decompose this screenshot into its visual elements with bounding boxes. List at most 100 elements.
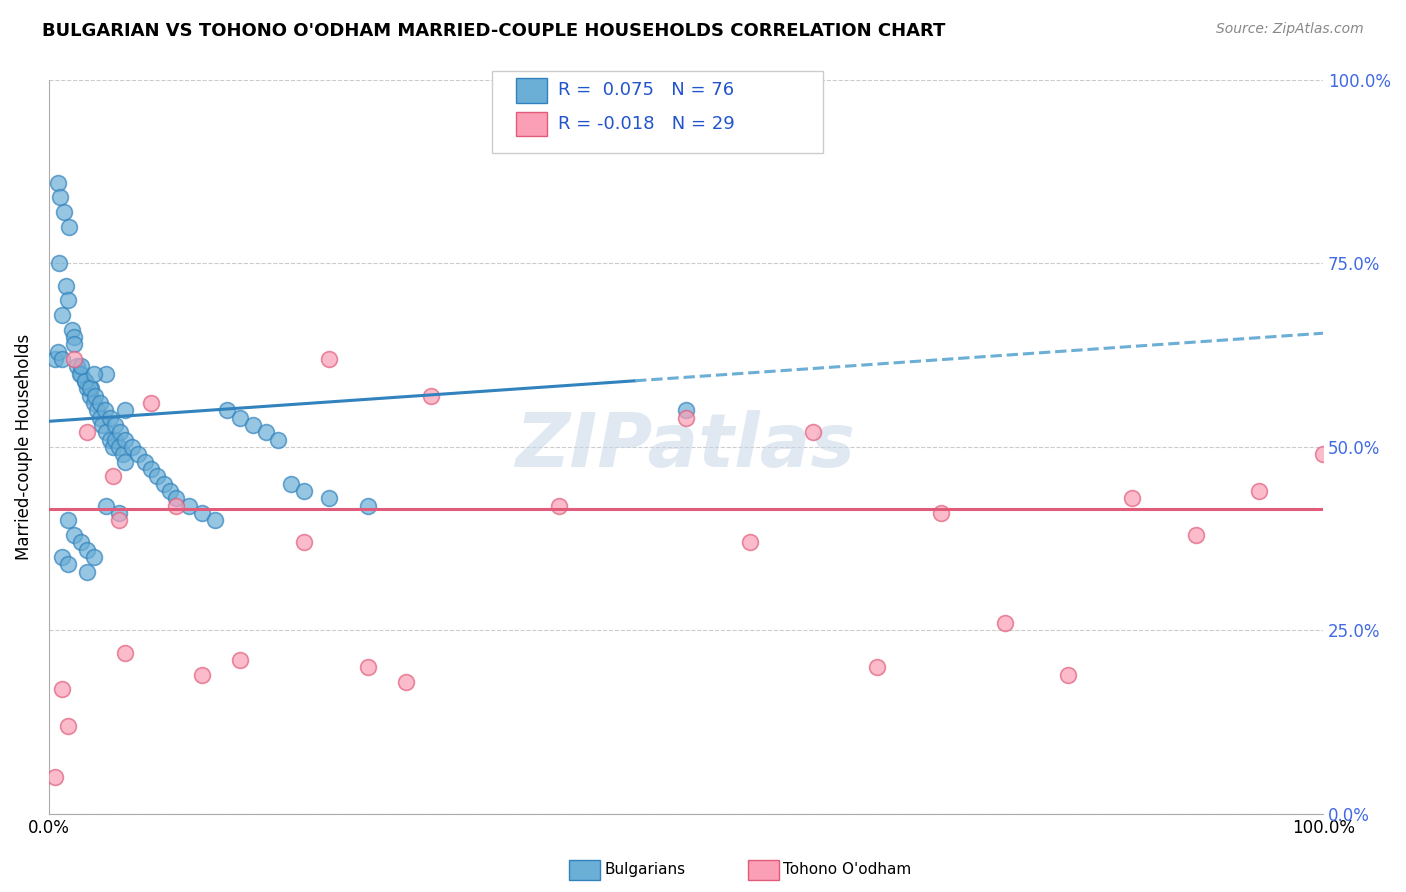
Point	[83, 367, 105, 381]
Point	[96, 425, 118, 440]
Point	[217, 403, 239, 417]
Point	[51, 682, 73, 697]
Point	[69, 359, 91, 374]
Point	[76, 542, 98, 557]
Point	[101, 469, 124, 483]
Point	[80, 381, 103, 395]
Point	[86, 403, 108, 417]
Point	[101, 440, 124, 454]
Point	[69, 367, 91, 381]
Point	[51, 351, 73, 366]
Point	[420, 389, 443, 403]
Point	[89, 396, 111, 410]
Point	[139, 462, 162, 476]
Text: Tohono O'odham: Tohono O'odham	[783, 863, 911, 877]
Point	[44, 770, 66, 784]
Point	[60, 322, 83, 336]
Point	[79, 389, 101, 403]
Point	[547, 499, 569, 513]
Point	[51, 308, 73, 322]
Point	[675, 410, 697, 425]
Point	[803, 425, 825, 440]
Point	[63, 351, 86, 366]
Point	[121, 440, 143, 454]
Point	[675, 403, 697, 417]
Point	[58, 219, 80, 234]
Text: ZIPatlas: ZIPatlas	[516, 410, 856, 483]
Point	[994, 616, 1017, 631]
Point	[91, 417, 114, 432]
Point	[56, 719, 79, 733]
Point	[1121, 491, 1143, 506]
Point	[127, 447, 149, 461]
Point	[267, 433, 290, 447]
Point	[229, 410, 252, 425]
Point	[114, 433, 136, 447]
Point	[152, 476, 174, 491]
Text: Source: ZipAtlas.com: Source: ZipAtlas.com	[1216, 22, 1364, 37]
Point	[139, 396, 162, 410]
Point	[56, 558, 79, 572]
Point	[191, 506, 214, 520]
Point	[179, 499, 201, 513]
Point	[46, 344, 69, 359]
Point	[63, 337, 86, 351]
Point	[94, 403, 117, 417]
Point	[356, 660, 378, 674]
Point	[83, 550, 105, 565]
Point	[146, 469, 169, 483]
Point	[254, 425, 277, 440]
Point	[1057, 667, 1080, 681]
Point	[134, 455, 156, 469]
Point	[318, 491, 340, 506]
Point	[159, 483, 181, 498]
Point	[49, 190, 72, 204]
Point	[1312, 447, 1334, 461]
Point	[318, 351, 340, 366]
Point	[51, 550, 73, 565]
Point	[104, 417, 127, 432]
Text: BULGARIAN VS TOHONO O'ODHAM MARRIED-COUPLE HOUSEHOLDS CORRELATION CHART: BULGARIAN VS TOHONO O'ODHAM MARRIED-COUP…	[42, 22, 946, 40]
Point	[63, 528, 86, 542]
Point	[114, 646, 136, 660]
Point	[108, 440, 131, 454]
Point	[98, 410, 121, 425]
Point	[44, 351, 66, 366]
Point	[55, 278, 77, 293]
Point	[292, 483, 315, 498]
Point	[63, 330, 86, 344]
Point	[108, 506, 131, 520]
Point	[280, 476, 302, 491]
Point	[48, 256, 70, 270]
Point	[76, 381, 98, 395]
Point	[76, 565, 98, 579]
Point	[98, 433, 121, 447]
Point	[356, 499, 378, 513]
Point	[1249, 483, 1271, 498]
Point	[204, 513, 226, 527]
Point	[191, 667, 214, 681]
Point	[738, 535, 761, 549]
Text: R =  0.075   N = 76: R = 0.075 N = 76	[558, 81, 734, 99]
Point	[83, 389, 105, 403]
Point	[69, 535, 91, 549]
Point	[79, 381, 101, 395]
Point	[229, 653, 252, 667]
Point	[56, 513, 79, 527]
Point	[104, 433, 127, 447]
Point	[866, 660, 889, 674]
Point	[395, 674, 418, 689]
Point	[165, 499, 187, 513]
Point	[56, 293, 79, 308]
Point	[165, 491, 187, 506]
Point	[114, 403, 136, 417]
Point	[1184, 528, 1206, 542]
Y-axis label: Married-couple Households: Married-couple Households	[15, 334, 32, 560]
Point	[73, 374, 96, 388]
Point	[76, 425, 98, 440]
Point	[96, 499, 118, 513]
Point	[929, 506, 952, 520]
Point	[96, 367, 118, 381]
Point	[89, 410, 111, 425]
Point	[53, 205, 76, 219]
